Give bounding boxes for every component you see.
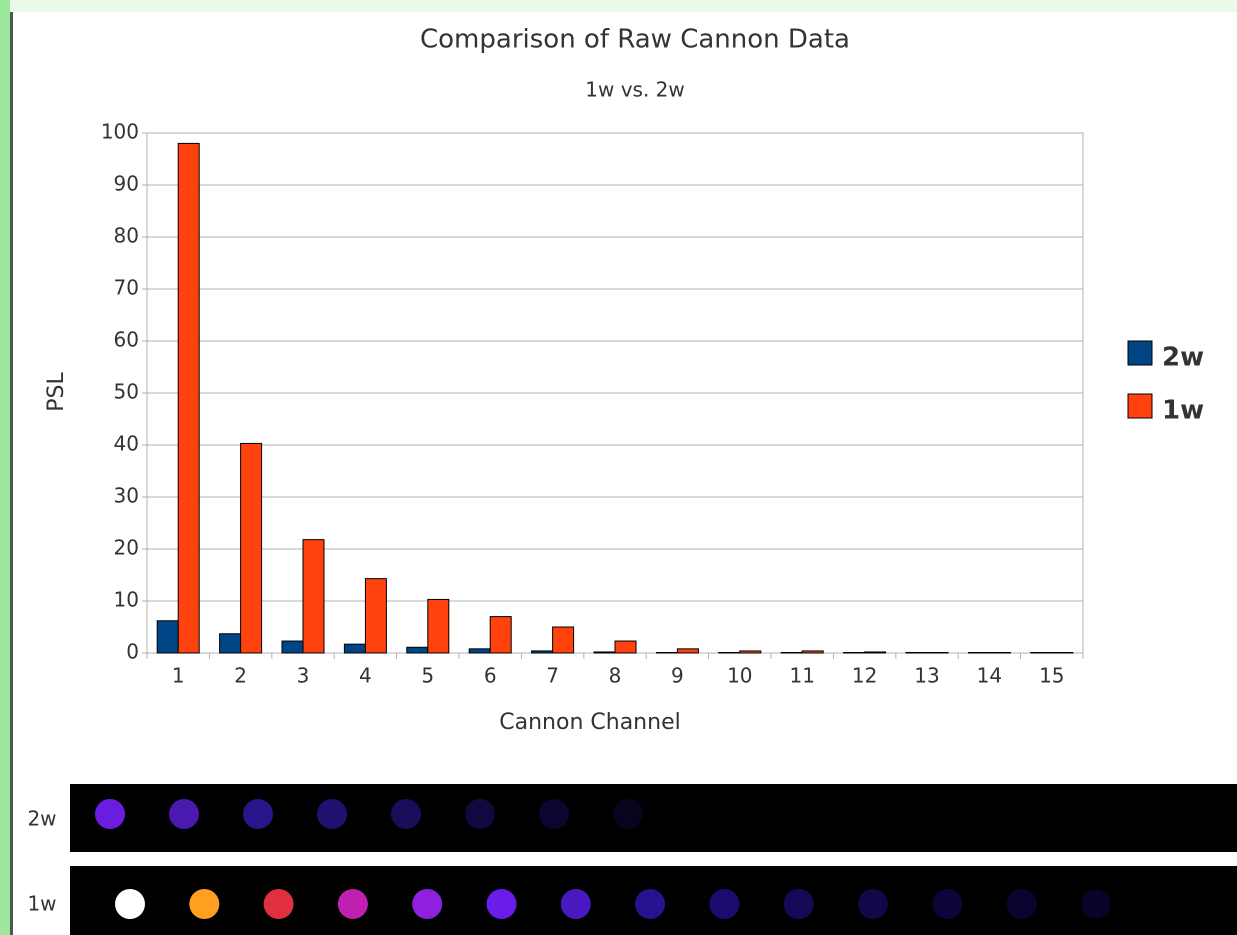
bar <box>303 540 324 653</box>
bar <box>927 652 948 653</box>
y-tick-label: 40 <box>114 432 139 456</box>
bar <box>469 649 490 653</box>
spot <box>412 889 442 919</box>
bar <box>844 652 865 653</box>
bar <box>553 627 574 653</box>
bar <box>407 647 428 653</box>
spot <box>858 889 888 919</box>
strip-label: 1w <box>27 892 56 916</box>
left-band <box>0 0 10 935</box>
spot <box>169 799 199 829</box>
bar <box>719 652 740 653</box>
bar <box>428 599 449 653</box>
bar <box>220 634 241 653</box>
y-tick-label: 70 <box>114 276 139 300</box>
bar <box>532 651 553 653</box>
x-tick-label: 4 <box>359 664 372 688</box>
x-tick-label: 1 <box>172 664 185 688</box>
bar <box>178 143 199 653</box>
y-tick-label: 10 <box>114 588 139 612</box>
y-tick-label: 30 <box>114 484 139 508</box>
spot <box>465 799 495 829</box>
spot <box>709 889 739 919</box>
bar <box>594 652 615 653</box>
bar <box>1031 652 1052 653</box>
y-tick-label: 20 <box>114 536 139 560</box>
legend-swatch <box>1128 394 1152 418</box>
spot <box>264 889 294 919</box>
spot <box>932 889 962 919</box>
x-tick-label: 6 <box>484 664 497 688</box>
bar <box>802 651 823 653</box>
bar <box>241 443 262 653</box>
bar <box>365 579 386 653</box>
x-tick-label: 9 <box>671 664 684 688</box>
legend-label: 1w <box>1162 396 1204 426</box>
x-tick-label: 15 <box>1039 664 1064 688</box>
chart-subtitle: 1w vs. 2w <box>585 78 685 102</box>
bar <box>1052 652 1073 653</box>
bar <box>677 649 698 653</box>
x-tick-label: 12 <box>852 664 877 688</box>
spot <box>613 799 643 829</box>
spot <box>243 799 273 829</box>
spot <box>539 799 569 829</box>
spot <box>1007 889 1037 919</box>
y-tick-label: 60 <box>114 328 139 352</box>
y-tick-label: 0 <box>126 640 139 664</box>
x-tick-label: 7 <box>546 664 559 688</box>
x-tick-label: 13 <box>914 664 939 688</box>
chart-title: Comparison of Raw Cannon Data <box>420 25 850 55</box>
x-tick-label: 10 <box>727 664 752 688</box>
legend-label: 2w <box>1162 343 1204 373</box>
bar <box>740 651 761 653</box>
spot <box>95 799 125 829</box>
bar <box>968 652 989 653</box>
spot <box>317 799 347 829</box>
strip-label: 2w <box>27 807 56 831</box>
bar <box>865 652 886 653</box>
spot <box>115 889 145 919</box>
spot <box>784 889 814 919</box>
spot <box>391 799 421 829</box>
bar <box>282 641 303 653</box>
spot <box>189 889 219 919</box>
x-tick-label: 3 <box>297 664 310 688</box>
y-tick-label: 90 <box>114 172 139 196</box>
spot <box>635 889 665 919</box>
legend-swatch <box>1128 341 1152 365</box>
x-tick-label: 2 <box>234 664 247 688</box>
x-tick-label: 14 <box>977 664 1002 688</box>
spot <box>561 889 591 919</box>
bar <box>157 621 178 653</box>
y-tick-label: 50 <box>114 380 139 404</box>
x-axis-label: Cannon Channel <box>499 710 680 735</box>
page: Comparison of Raw Cannon Data 1w vs. 2w … <box>0 0 1237 935</box>
left-rule <box>10 12 13 935</box>
bar <box>989 652 1010 653</box>
x-tick-label: 8 <box>609 664 622 688</box>
spot <box>487 889 517 919</box>
spot <box>1081 889 1111 919</box>
bar <box>490 617 511 653</box>
y-tick-label: 80 <box>114 224 139 248</box>
bar <box>615 641 636 653</box>
y-axis-label: PSL <box>44 372 69 412</box>
chart: Comparison of Raw Cannon Data 1w vs. 2w … <box>0 0 1237 935</box>
y-tick-label: 100 <box>101 120 139 144</box>
x-tick-label: 5 <box>421 664 434 688</box>
bar <box>344 644 365 653</box>
x-tick-label: 11 <box>789 664 814 688</box>
bar <box>656 652 677 653</box>
bar <box>781 652 802 653</box>
spot <box>338 889 368 919</box>
bar <box>906 652 927 653</box>
